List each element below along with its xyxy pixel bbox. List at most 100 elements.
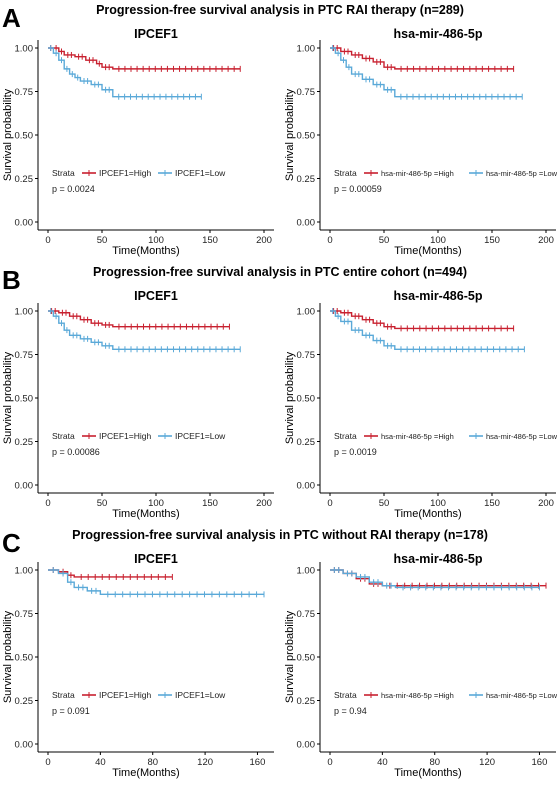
- km-chart-a-2: hsa-mir-486-5p 0.00 0.25 0.50 0.75 1.00 0 50 100…: [284, 27, 558, 257]
- y-tick-label: 1.00: [297, 566, 316, 577]
- x-tick-label: 80: [147, 757, 158, 768]
- km-chart-c-2: hsa-mir-486-5p 0.00 0.25 0.50 0.75 1.00 0 40 80 1…: [284, 552, 558, 779]
- chart-title: hsa-mir-486-5p: [394, 27, 483, 41]
- y-tick-label: 0.50: [15, 131, 34, 142]
- x-tick-label: 120: [197, 757, 213, 768]
- legend-label-high: hsa-mir-486-5p =High: [381, 691, 454, 700]
- y-axis-label: Survival probability: [2, 351, 14, 444]
- panel-a: A Progression-free survival analysis in P…: [2, 3, 558, 257]
- survival-curve-low: [330, 569, 540, 589]
- y-tick-label: 0.75: [15, 87, 34, 98]
- x-tick-label: 0: [45, 757, 50, 768]
- y-axis-label: Survival probability: [284, 610, 296, 703]
- x-axis-label: Time(Months): [394, 767, 461, 779]
- x-axis-label: Time(Months): [394, 508, 461, 520]
- y-tick-label: 0.50: [297, 131, 316, 142]
- km-chart-b-1: IPCEF1 0.00 0.25 0.50 0.75 1.00 0 50 100 150 200 Ti…: [2, 289, 274, 520]
- panel-b: B Progression-free survival analysis in P…: [2, 265, 558, 520]
- y-tick-label: 0.00: [15, 218, 34, 229]
- survival-curve-high: [330, 569, 546, 587]
- y-tick-label: 0.75: [15, 350, 34, 361]
- y-tick-label: 0.75: [297, 87, 316, 98]
- y-tick-label: 0.25: [297, 174, 316, 185]
- y-axis-label: Survival probability: [2, 610, 14, 703]
- y-tick-label: 1.00: [297, 44, 316, 55]
- y-tick-label: 1.00: [15, 566, 34, 577]
- p-value: p = 0.091: [52, 706, 90, 716]
- y-tick-label: 0.00: [15, 481, 34, 492]
- legend-title: Strata: [52, 431, 75, 441]
- y-tick-label: 1.00: [15, 44, 34, 55]
- panel-letter: B: [2, 265, 21, 295]
- chart-title: hsa-mir-486-5p: [394, 552, 483, 566]
- survival-curve-low: [48, 569, 264, 596]
- x-tick-label: 200: [538, 235, 554, 246]
- legend-label-high: IPCEF1=High: [99, 690, 151, 700]
- panel-title: Progression-free survival analysis in PT…: [72, 528, 488, 542]
- survival-curve-high: [330, 310, 514, 330]
- x-tick-label: 120: [479, 757, 495, 768]
- x-tick-label: 50: [379, 498, 390, 509]
- y-axis-label: Survival probability: [284, 88, 296, 181]
- x-tick-label: 80: [429, 757, 440, 768]
- x-tick-label: 150: [484, 498, 500, 509]
- panel-title: Progression-free survival analysis in PT…: [96, 3, 464, 17]
- survival-curve-high: [48, 47, 241, 70]
- y-tick-label: 1.00: [15, 307, 34, 318]
- x-tick-label: 200: [256, 235, 272, 246]
- x-tick-label: 150: [484, 235, 500, 246]
- km-chart-b-2: hsa-mir-486-5p 0.00 0.25 0.50 0.75 1.00 0 50 100…: [284, 289, 558, 520]
- x-tick-label: 200: [256, 498, 272, 509]
- y-axis-label: Survival probability: [2, 88, 14, 181]
- y-tick-label: 0.50: [15, 653, 34, 664]
- p-value: p = 0.00086: [52, 447, 100, 457]
- legend-title: Strata: [334, 690, 357, 700]
- legend-label-low: hsa-mir-486-5p =Low: [486, 691, 558, 700]
- x-tick-label: 0: [45, 235, 50, 246]
- y-tick-label: 0.25: [297, 696, 316, 707]
- x-axis-label: Time(Months): [112, 508, 179, 520]
- y-tick-label: 1.00: [297, 307, 316, 318]
- panel-letter: A: [2, 3, 21, 33]
- legend-label-high: IPCEF1=High: [99, 168, 151, 178]
- y-tick-label: 0.00: [297, 218, 316, 229]
- x-tick-label: 0: [327, 757, 332, 768]
- legend-label-low: IPCEF1=Low: [175, 168, 226, 178]
- legend-title: Strata: [334, 431, 357, 441]
- p-value: p = 0.0019: [334, 447, 377, 457]
- survival-curve-low: [330, 47, 523, 98]
- y-tick-label: 0.00: [297, 740, 316, 751]
- x-tick-label: 100: [430, 498, 446, 509]
- x-tick-label: 200: [538, 498, 554, 509]
- legend-title: Strata: [334, 168, 357, 178]
- y-tick-label: 0.25: [297, 437, 316, 448]
- x-tick-label: 150: [202, 498, 218, 509]
- survival-curve-high: [48, 310, 230, 328]
- survival-curve-low: [48, 310, 241, 350]
- legend-label-low: hsa-mir-486-5p =Low: [486, 169, 558, 178]
- legend-label-low: IPCEF1=Low: [175, 431, 226, 441]
- x-tick-label: 160: [250, 757, 266, 768]
- km-chart-c-1: IPCEF1 0.00 0.25 0.50 0.75 1.00 0 40 80 120 160 Tim…: [2, 552, 274, 779]
- y-tick-label: 0.75: [297, 609, 316, 620]
- y-tick-label: 0.25: [15, 437, 34, 448]
- chart-title: IPCEF1: [134, 289, 178, 303]
- x-tick-label: 50: [379, 235, 390, 246]
- x-axis-label: Time(Months): [112, 767, 179, 779]
- chart-title: IPCEF1: [134, 552, 178, 566]
- x-axis-label: Time(Months): [112, 245, 179, 257]
- x-tick-label: 100: [148, 498, 164, 509]
- y-tick-label: 0.50: [297, 394, 316, 405]
- x-tick-label: 100: [430, 235, 446, 246]
- p-value: p = 0.00059: [334, 184, 382, 194]
- survival-curve-low: [48, 47, 202, 98]
- p-value: p = 0.0024: [52, 184, 95, 194]
- panel-letter: C: [2, 528, 21, 558]
- y-tick-label: 0.50: [297, 653, 316, 664]
- y-axis-label: Survival probability: [284, 351, 296, 444]
- chart-title: hsa-mir-486-5p: [394, 289, 483, 303]
- y-tick-label: 0.75: [15, 609, 34, 620]
- x-tick-label: 50: [97, 235, 108, 246]
- x-tick-label: 0: [45, 498, 50, 509]
